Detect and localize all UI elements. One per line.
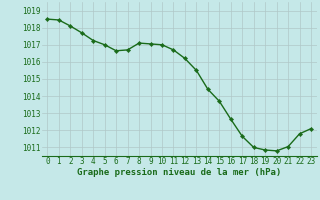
X-axis label: Graphe pression niveau de la mer (hPa): Graphe pression niveau de la mer (hPa) xyxy=(77,168,281,177)
